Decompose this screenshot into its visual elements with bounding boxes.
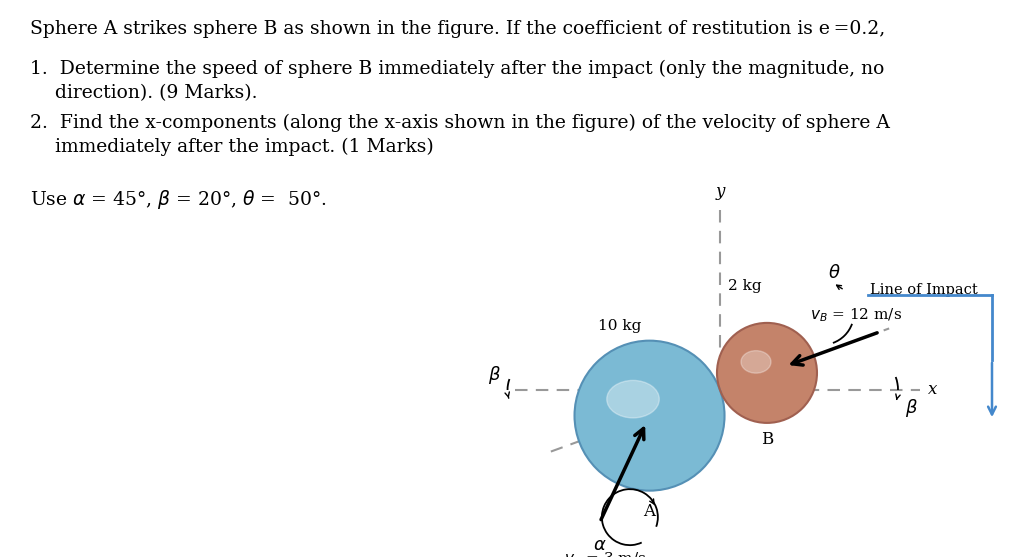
- Text: 1.  Determine the speed of sphere B immediately after the impact (only the magni: 1. Determine the speed of sphere B immed…: [30, 60, 885, 78]
- Text: Line of Impact: Line of Impact: [870, 283, 978, 297]
- Text: $\beta$: $\beta$: [905, 397, 918, 419]
- Text: 2.  Find the x-components (along the x-axis shown in the figure) of the velocity: 2. Find the x-components (along the x-ax…: [30, 114, 890, 132]
- Text: y: y: [716, 183, 725, 200]
- Text: A: A: [643, 502, 655, 520]
- Text: 2 kg: 2 kg: [728, 279, 762, 293]
- Text: $\beta$: $\beta$: [488, 364, 501, 386]
- Circle shape: [717, 323, 817, 423]
- Text: B: B: [761, 431, 773, 448]
- Text: 10 kg: 10 kg: [598, 319, 641, 333]
- Text: $\theta$: $\theta$: [827, 264, 841, 282]
- Text: $v_B$ = 12 m/s: $v_B$ = 12 m/s: [810, 306, 902, 324]
- Text: direction). (9 Marks).: direction). (9 Marks).: [55, 84, 257, 102]
- Ellipse shape: [607, 380, 659, 418]
- Text: $\alpha$: $\alpha$: [593, 536, 606, 554]
- Text: Use $\mathit{\alpha}$ = 45$\degree$, $\mathit{\beta}$ = 20$\degree$, $\mathit{\t: Use $\mathit{\alpha}$ = 45$\degree$, $\m…: [30, 188, 327, 211]
- Text: Sphere A strikes sphere B as shown in the figure. If the coefficient of restitut: Sphere A strikes sphere B as shown in th…: [30, 20, 886, 38]
- Text: immediately after the impact. (1 Marks): immediately after the impact. (1 Marks): [55, 138, 434, 157]
- Circle shape: [574, 341, 725, 491]
- Ellipse shape: [741, 351, 771, 373]
- Text: x: x: [928, 382, 937, 398]
- Text: $v_A$ = 3 m/s: $v_A$ = 3 m/s: [563, 550, 646, 557]
